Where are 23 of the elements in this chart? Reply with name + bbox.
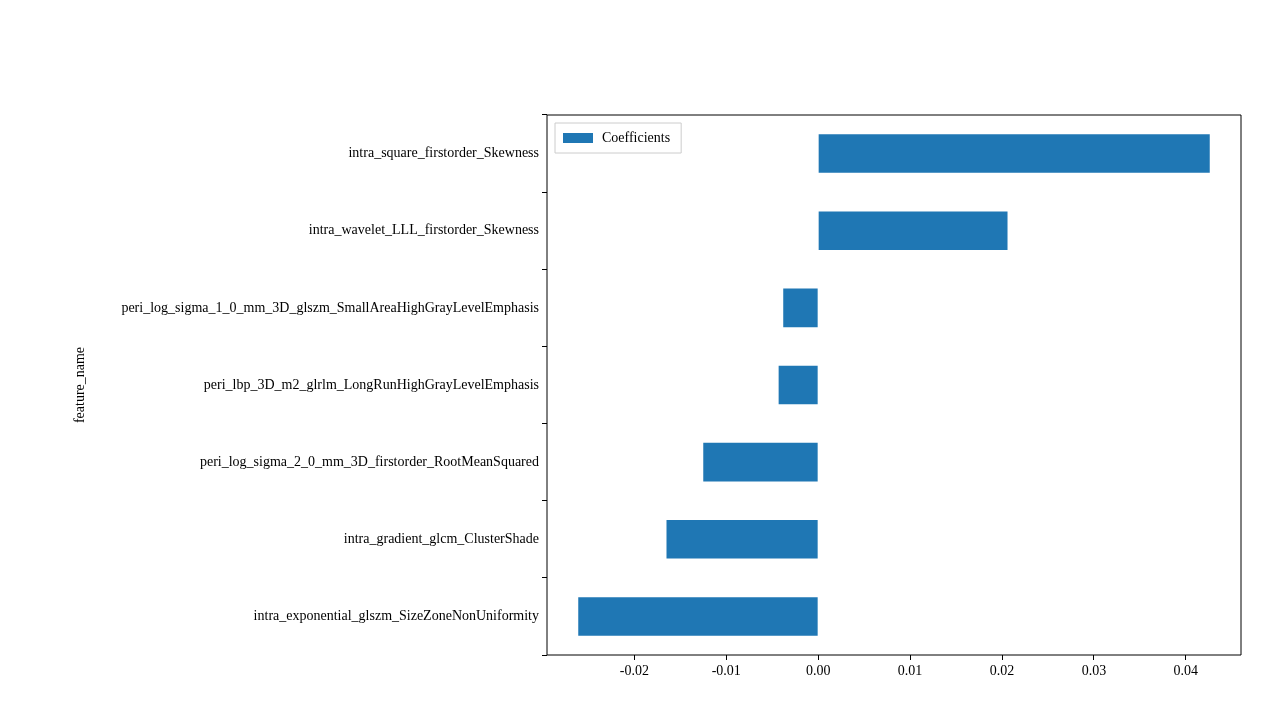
y-tick-label: intra_exponential_glszm_SizeZoneNonUniformity [253, 608, 539, 624]
bar [578, 597, 818, 636]
y-tick-label: intra_square_firstorder_Skewness [348, 145, 539, 161]
x-tick-label: 0.04 [1173, 663, 1199, 679]
bar [778, 365, 818, 405]
x-tick-label: 0.03 [1081, 663, 1107, 679]
y-tick-label: peri_log_sigma_1_0_mm_3D_glszm_SmallAreaHighGrayLevelEmphasis [121, 299, 539, 315]
x-tick-label: -0.01 [711, 663, 741, 679]
x-tick-label: 0.02 [989, 663, 1015, 679]
x-tick-label: -0.02 [619, 663, 649, 679]
bar [818, 134, 1210, 173]
y-axis-title: feature_name [72, 346, 88, 424]
y-tick-label: peri_log_sigma_2_0_mm_3D_firstorder_RootMeanSquared [199, 453, 539, 469]
bar [666, 520, 818, 559]
legend-label: Coefficients [602, 129, 671, 145]
x-tick-label: 0.00 [805, 663, 831, 679]
x-tick-label: 0.01 [897, 663, 923, 679]
y-tick-label: intra_wavelet_LLL_firstorder_Skewness [308, 222, 539, 238]
y-tick-label: intra_gradient_glcm_ClusterShade [343, 530, 539, 546]
bar [703, 442, 818, 482]
bar [818, 211, 1008, 250]
y-tick-label: peri_lbp_3D_m2_glrlm_LongRunHighGrayLevelEmphasis [203, 376, 539, 392]
bar [783, 288, 818, 328]
